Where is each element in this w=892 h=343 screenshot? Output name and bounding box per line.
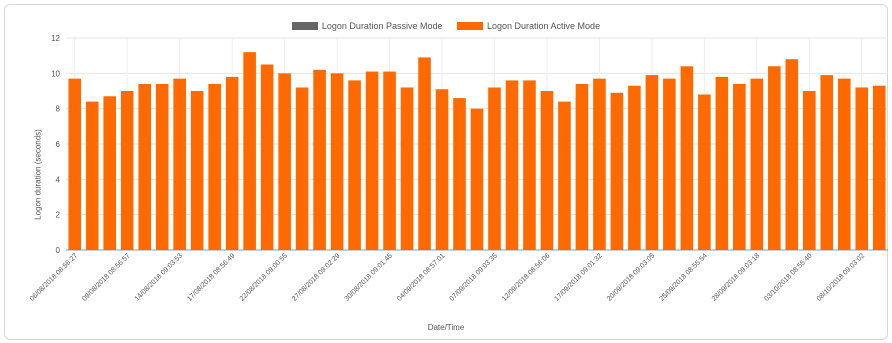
bar-active-5 — [155, 83, 169, 250]
x-tick-label: 27/08/2018 09:02:29 — [291, 252, 341, 302]
chart-legend: Logon Duration Passive Mode Logon Durati… — [0, 20, 892, 31]
bar-active-6 — [173, 78, 186, 250]
y-tick-label: 8 — [56, 105, 61, 114]
bar-active-17 — [365, 71, 379, 250]
x-tick-label: 04/09/2018 08:57:01 — [396, 252, 446, 302]
bar-active-4 — [138, 83, 151, 250]
y-tick-label: 4 — [56, 175, 61, 184]
x-tick-label: 17/08/2018 08:56:49 — [186, 252, 236, 302]
bar-active-30 — [593, 78, 606, 250]
bar-active-13 — [295, 87, 309, 250]
bar-active-24 — [488, 87, 501, 250]
y-tick-label: 6 — [56, 140, 61, 149]
bar-active-26 — [523, 80, 536, 251]
bar-active-21 — [435, 89, 449, 250]
bar-active-34 — [663, 78, 676, 250]
bar-active-36 — [698, 94, 711, 251]
bar-active-15 — [330, 73, 344, 250]
x-tick-label: 22/08/2018 09:00:55 — [239, 252, 289, 302]
bar-active-18 — [383, 71, 396, 250]
y-axis-label: Logon duration (seconds) — [33, 129, 43, 220]
bar-active-20 — [418, 57, 431, 250]
bar-active-37 — [715, 76, 729, 250]
bar-active-19 — [400, 87, 414, 250]
bar-active-42 — [803, 91, 816, 250]
x-tick-label: 25/09/2018 08:55:54 — [658, 252, 708, 302]
bar-active-25 — [505, 80, 519, 251]
bar-active-2 — [103, 96, 117, 250]
x-tick-label: 08/10/2018 09:03:02 — [816, 252, 866, 302]
bar-active-29 — [575, 83, 589, 250]
bar-active-8 — [208, 83, 221, 250]
legend-item-active[interactable]: Logon Duration Active Mode — [457, 21, 600, 31]
bar-active-7 — [190, 91, 204, 250]
y-tick-label: 2 — [56, 211, 61, 220]
bar-active-9 — [225, 76, 239, 250]
x-tick-label: 17/09/2018 09:01:32 — [553, 252, 603, 302]
x-tick-label: 03/10/2018 08:55:40 — [763, 252, 813, 302]
x-tick-label: 07/09/2018 09:03:35 — [449, 252, 499, 302]
legend-item-passive[interactable]: Logon Duration Passive Mode — [291, 20, 443, 31]
bar-active-10 — [243, 52, 256, 251]
bar-active-39 — [750, 78, 764, 250]
bar-active-11 — [260, 64, 274, 250]
x-tick-label: 20/09/2018 09:03:05 — [606, 252, 656, 302]
bar-active-40 — [768, 66, 781, 251]
x-tick-label: 14/08/2018 09:03:53 — [134, 252, 184, 302]
legend-label-active: Logon Duration Active Mode — [487, 20, 601, 31]
bar-active-31 — [610, 92, 624, 251]
x-tick-label: 12/09/2018 08:56:06 — [501, 252, 551, 302]
bar-active-22 — [453, 98, 466, 250]
legend-swatch-active — [457, 22, 483, 31]
bar-active-43 — [820, 75, 834, 250]
x-tick-label: 06/08/2018 08:56:27 — [29, 252, 79, 302]
bar-active-38 — [733, 83, 746, 250]
x-tick-label: 30/08/2018 09:01:45 — [344, 252, 394, 302]
bar-active-46 — [872, 85, 886, 250]
bar-active-35 — [680, 66, 694, 251]
y-tick-label: 0 — [56, 246, 61, 255]
bar-active-41 — [785, 59, 799, 251]
bar-active-1 — [85, 101, 99, 250]
legend-label-passive: Logon Duration Passive Mode — [321, 20, 443, 31]
bar-active-16 — [348, 80, 361, 251]
bar-active-3 — [120, 91, 134, 250]
bar-active-28 — [558, 101, 571, 250]
bar-active-33 — [645, 75, 659, 250]
x-axis-label: Date/Time — [427, 323, 465, 332]
bar-active-12 — [278, 73, 291, 250]
x-tick-label: 28/09/2018 09:03:18 — [711, 252, 761, 302]
bar-active-45 — [855, 87, 869, 250]
bar-active-32 — [628, 85, 641, 250]
bar-active-14 — [313, 69, 326, 250]
bar-active-0 — [68, 78, 82, 250]
bar-active-23 — [470, 108, 484, 251]
bar-active-44 — [837, 78, 851, 250]
x-tick-label: 09/08/2018 08:56:57 — [81, 252, 131, 302]
y-tick-label: 12 — [51, 34, 60, 43]
y-tick-label: 10 — [51, 69, 60, 78]
bar-active-27 — [540, 91, 554, 250]
legend-swatch-passive — [291, 22, 318, 31]
